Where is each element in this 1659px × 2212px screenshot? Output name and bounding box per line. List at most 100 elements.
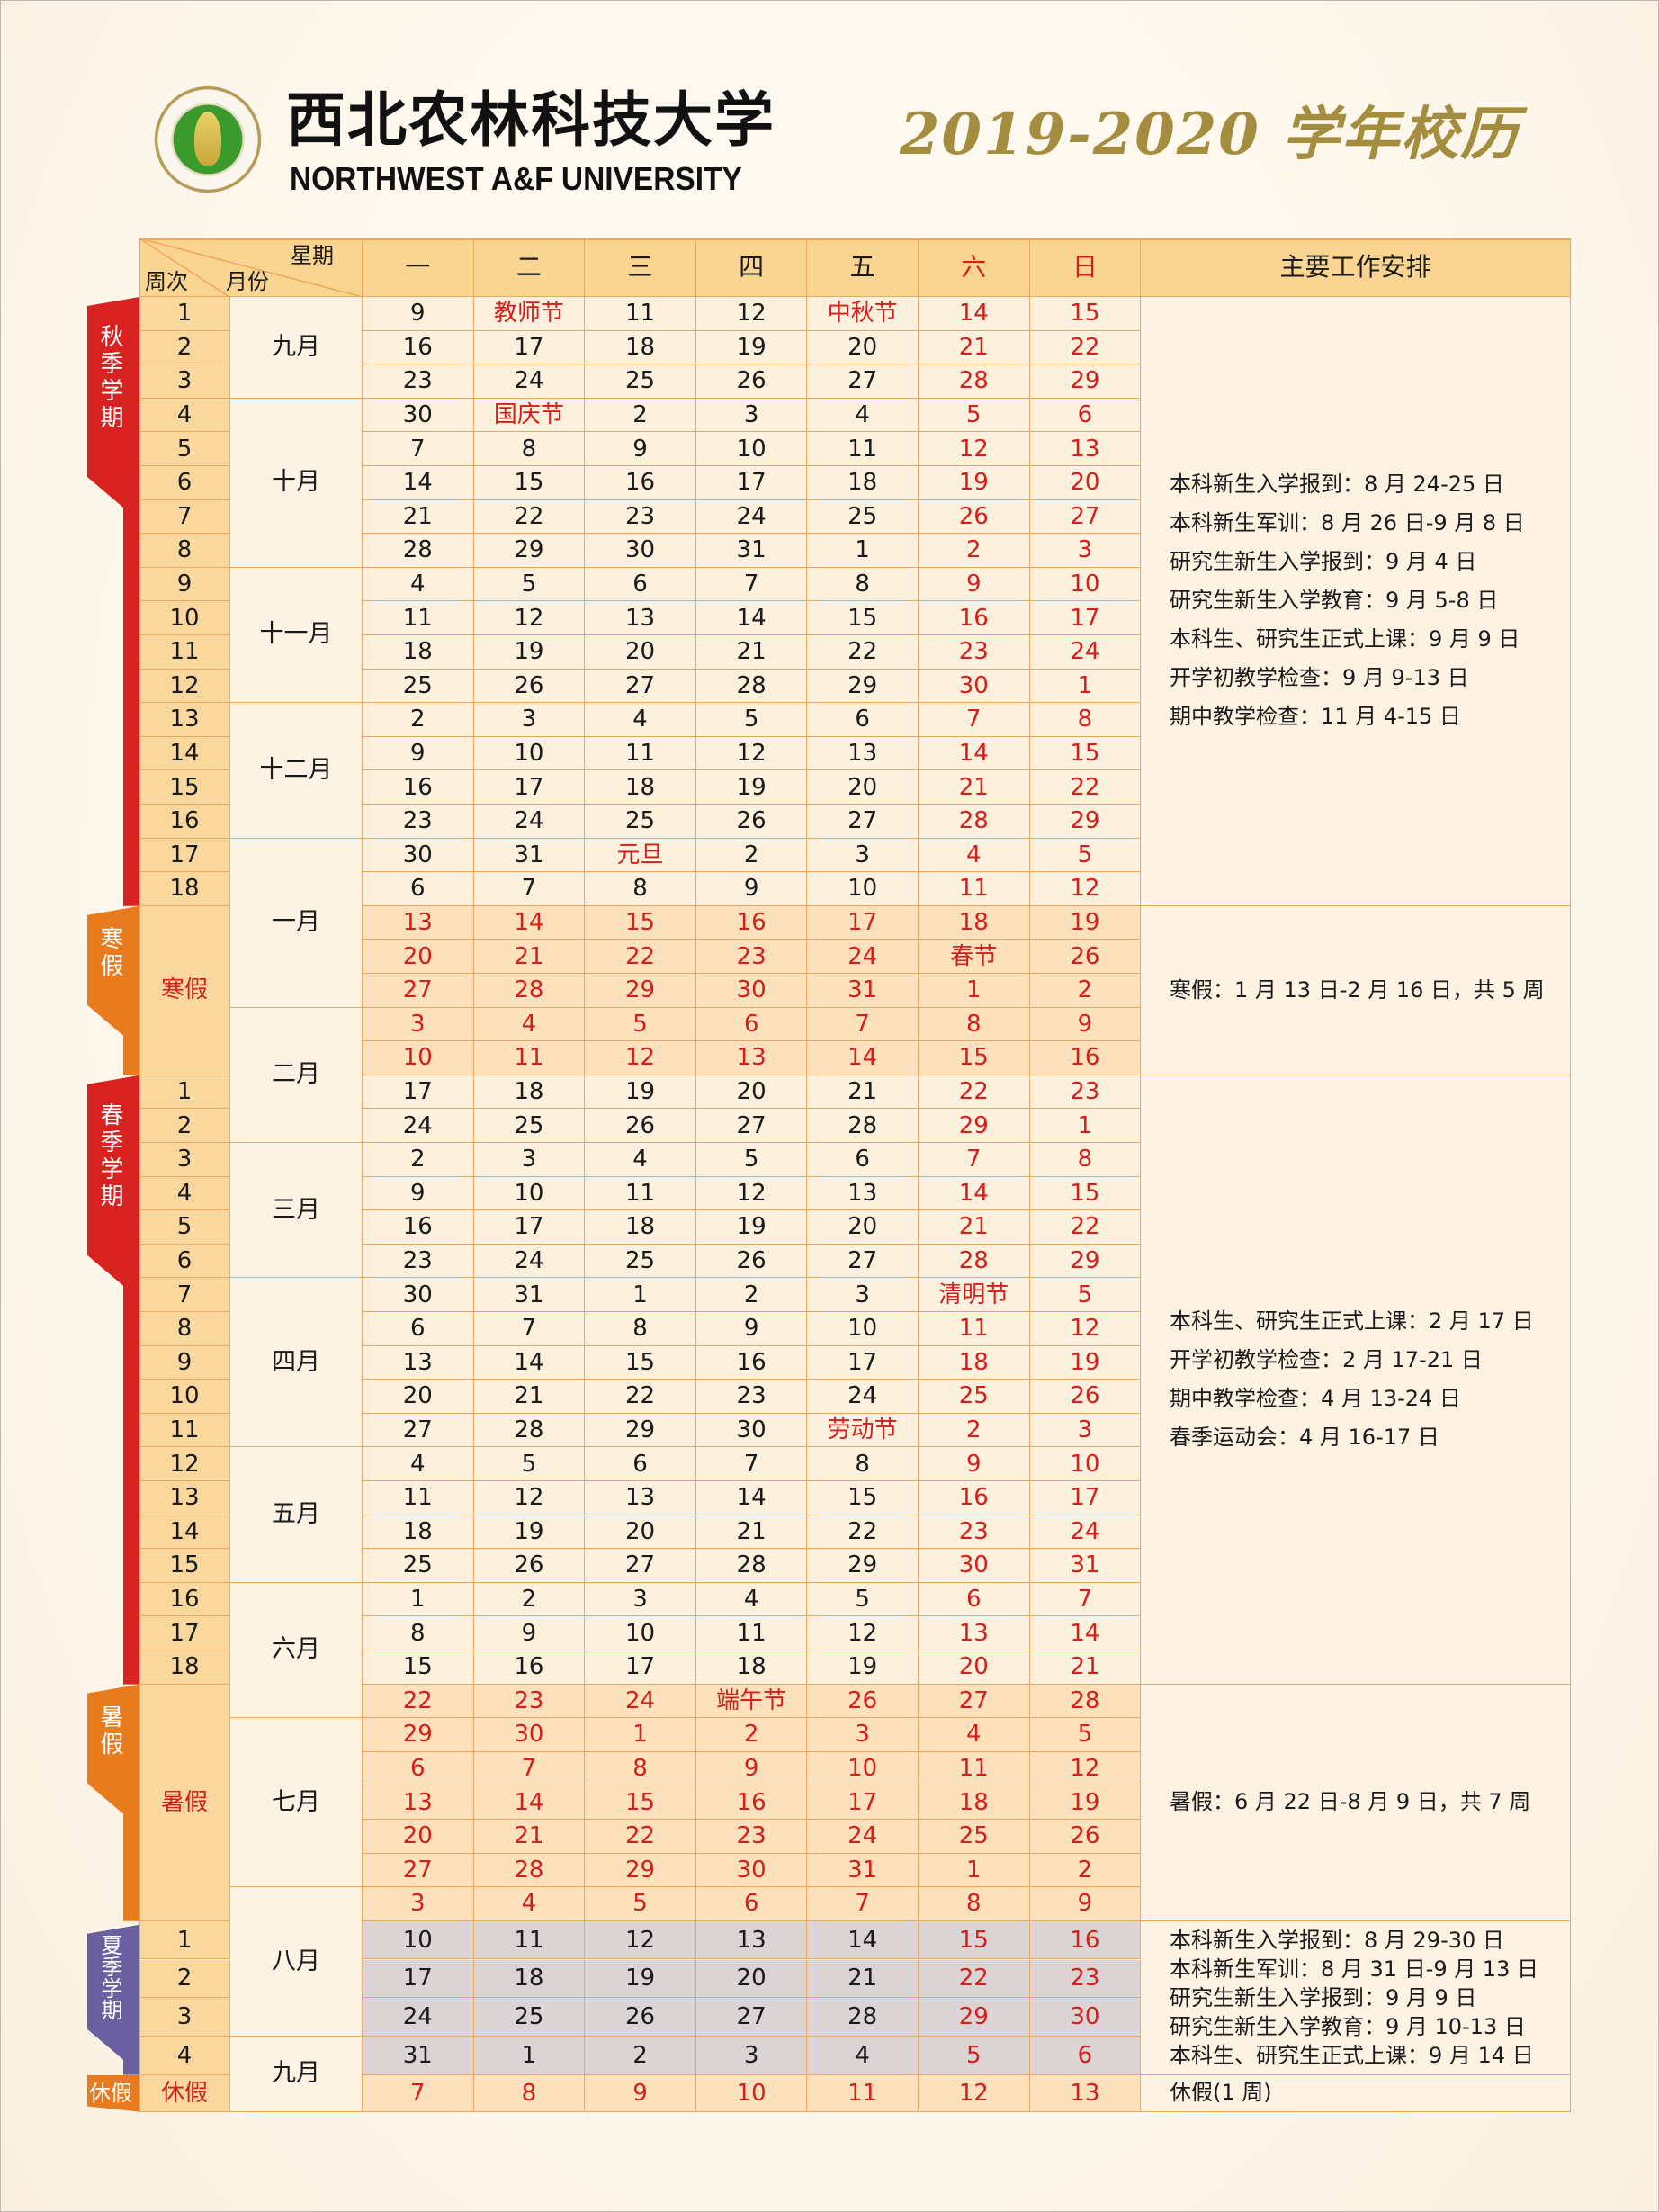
day-cell: 21: [1029, 1650, 1142, 1685]
day-cell: 1: [1029, 669, 1142, 704]
week-number: 7: [139, 499, 230, 535]
day-cell: 15: [1029, 1176, 1142, 1211]
week-number: 11: [139, 1413, 230, 1448]
day-cell: 2: [1029, 974, 1142, 1008]
week-number: 1: [139, 1920, 230, 1960]
day-cell: 11: [363, 601, 474, 635]
month-cell: 十月: [230, 398, 363, 568]
day-cell: 29: [585, 1853, 696, 1888]
day-cell: 17: [807, 905, 919, 940]
holiday-cell: 国庆节: [473, 398, 586, 433]
day-cell: 12: [919, 2074, 1030, 2112]
day-cell: 8: [1029, 1143, 1142, 1177]
day-cell: 6: [1029, 398, 1142, 433]
day-cell: 3: [1029, 534, 1142, 568]
day-cell: 4: [363, 567, 474, 602]
day-cell: 23: [1029, 1075, 1142, 1110]
day-cell: 16: [363, 770, 474, 805]
week-number: 1: [139, 297, 230, 331]
day-cell: 13: [807, 736, 919, 771]
tab-label: 休假: [89, 2080, 132, 2106]
notes-term: 本科生、研究生正式上课：2 月 17 日开学初教学检查：2 月 17-21 日期…: [1141, 1075, 1571, 1685]
day-cell: 16: [1029, 1920, 1142, 1960]
notes-vacation: 休假(1 周): [1141, 2074, 1571, 2112]
day-cell: 26: [473, 669, 586, 704]
day-cell: 10: [473, 736, 586, 771]
day-cell: 19: [1029, 1345, 1142, 1380]
day-cell: 12: [585, 1041, 696, 1075]
note-line: 研究生新生入学教育：9 月 10-13 日: [1170, 2013, 1526, 2039]
day-cell: 6: [585, 1447, 696, 1481]
week-number: 17: [139, 1616, 230, 1650]
day-cell: 4: [363, 1447, 474, 1481]
day-cell: 18: [919, 1785, 1030, 1820]
day-cell: 21: [919, 1210, 1030, 1245]
day-cell: 26: [1029, 940, 1142, 974]
day-cell: 5: [585, 1007, 696, 1042]
day-cell: 29: [1029, 1244, 1142, 1279]
week-number: 12: [139, 1447, 230, 1481]
week-number: 1: [139, 1075, 230, 1110]
day-cell: 19: [585, 1075, 696, 1110]
note-line: 本科新生军训：8 月 26 日-9 月 8 日: [1170, 510, 1525, 536]
day-cell: 7: [363, 2074, 474, 2112]
day-cell: 24: [1029, 635, 1142, 670]
notes-header: 主要工作安排: [1141, 238, 1571, 297]
note-line: 本科新生军训：8 月 31 日-9 月 13 日: [1170, 1956, 1539, 1982]
day-cell: 26: [919, 499, 1030, 535]
day-cell: 5: [1029, 1278, 1142, 1312]
note-line: 暑假：6 月 22 日-8 月 9 日，共 7 周: [1170, 1789, 1531, 1815]
day-cell: 27: [695, 1998, 808, 2037]
day-cell: 21: [473, 1380, 586, 1414]
day-cell: 24: [807, 1380, 919, 1414]
day-cell: 17: [473, 330, 586, 365]
day-cell: 4: [919, 838, 1030, 873]
day-cell: 9: [695, 1312, 808, 1346]
day-cell: 3: [807, 838, 919, 873]
week-label-vacation: 暑假: [139, 1684, 230, 1921]
day-cell: 7: [807, 1887, 919, 1921]
month-cell: 十二月: [230, 703, 363, 839]
day-cell: 13: [585, 1481, 696, 1515]
day-cell: 15: [919, 1920, 1030, 1960]
day-cell: 5: [807, 1582, 919, 1617]
week-number: 9: [139, 1345, 230, 1380]
day-cell: 19: [807, 1650, 919, 1685]
week-label-vacation: 寒假: [139, 905, 230, 1075]
day-cell: 17: [363, 1959, 474, 1999]
day-cell: 31: [473, 1278, 586, 1312]
day-cell: 5: [695, 703, 808, 737]
day-cell: 12: [1029, 1751, 1142, 1786]
day-cell: 19: [695, 770, 808, 805]
tab-term-0: 秋季学期: [87, 297, 139, 906]
day-cell: 21: [473, 940, 586, 974]
day-cell: 9: [1029, 1007, 1142, 1042]
day-cell: 6: [919, 1582, 1030, 1617]
day-cell: 20: [585, 635, 696, 670]
note-line: 本科生、研究生正式上课：9 月 9 日: [1170, 626, 1520, 652]
day-cell: 14: [919, 736, 1030, 771]
day-cell: 4: [473, 1007, 586, 1042]
day-cell: 20: [695, 1075, 808, 1110]
day-cell: 7: [695, 567, 808, 602]
day-cell: 6: [363, 1312, 474, 1346]
day-cell: 30: [363, 1278, 474, 1312]
day-cell: 15: [1029, 736, 1142, 771]
day-cell: 10: [1029, 567, 1142, 602]
note-line: 寒假：1 月 13 日-2 月 16 日，共 5 周: [1170, 976, 1545, 1003]
note-line: 本科生、研究生正式上课：2 月 17 日: [1170, 1308, 1534, 1334]
day-cell: 24: [807, 940, 919, 974]
notes-vacation: 寒假：1 月 13 日-2 月 16 日，共 5 周: [1141, 905, 1571, 1075]
day-cell: 10: [473, 1176, 586, 1211]
day-cell: 14: [807, 1041, 919, 1075]
day-cell: 9: [363, 736, 474, 771]
day-cell: 8: [473, 432, 586, 466]
day-cell: 24: [585, 1684, 696, 1719]
tab-label: 春季学期: [96, 1102, 123, 1210]
day-cell: 24: [473, 364, 586, 399]
day-cell: 23: [695, 940, 808, 974]
day-cell: 3: [363, 1007, 474, 1042]
day-cell: 6: [363, 1751, 474, 1786]
day-cell: 9: [473, 1616, 586, 1650]
day-cell: 20: [919, 1650, 1030, 1685]
